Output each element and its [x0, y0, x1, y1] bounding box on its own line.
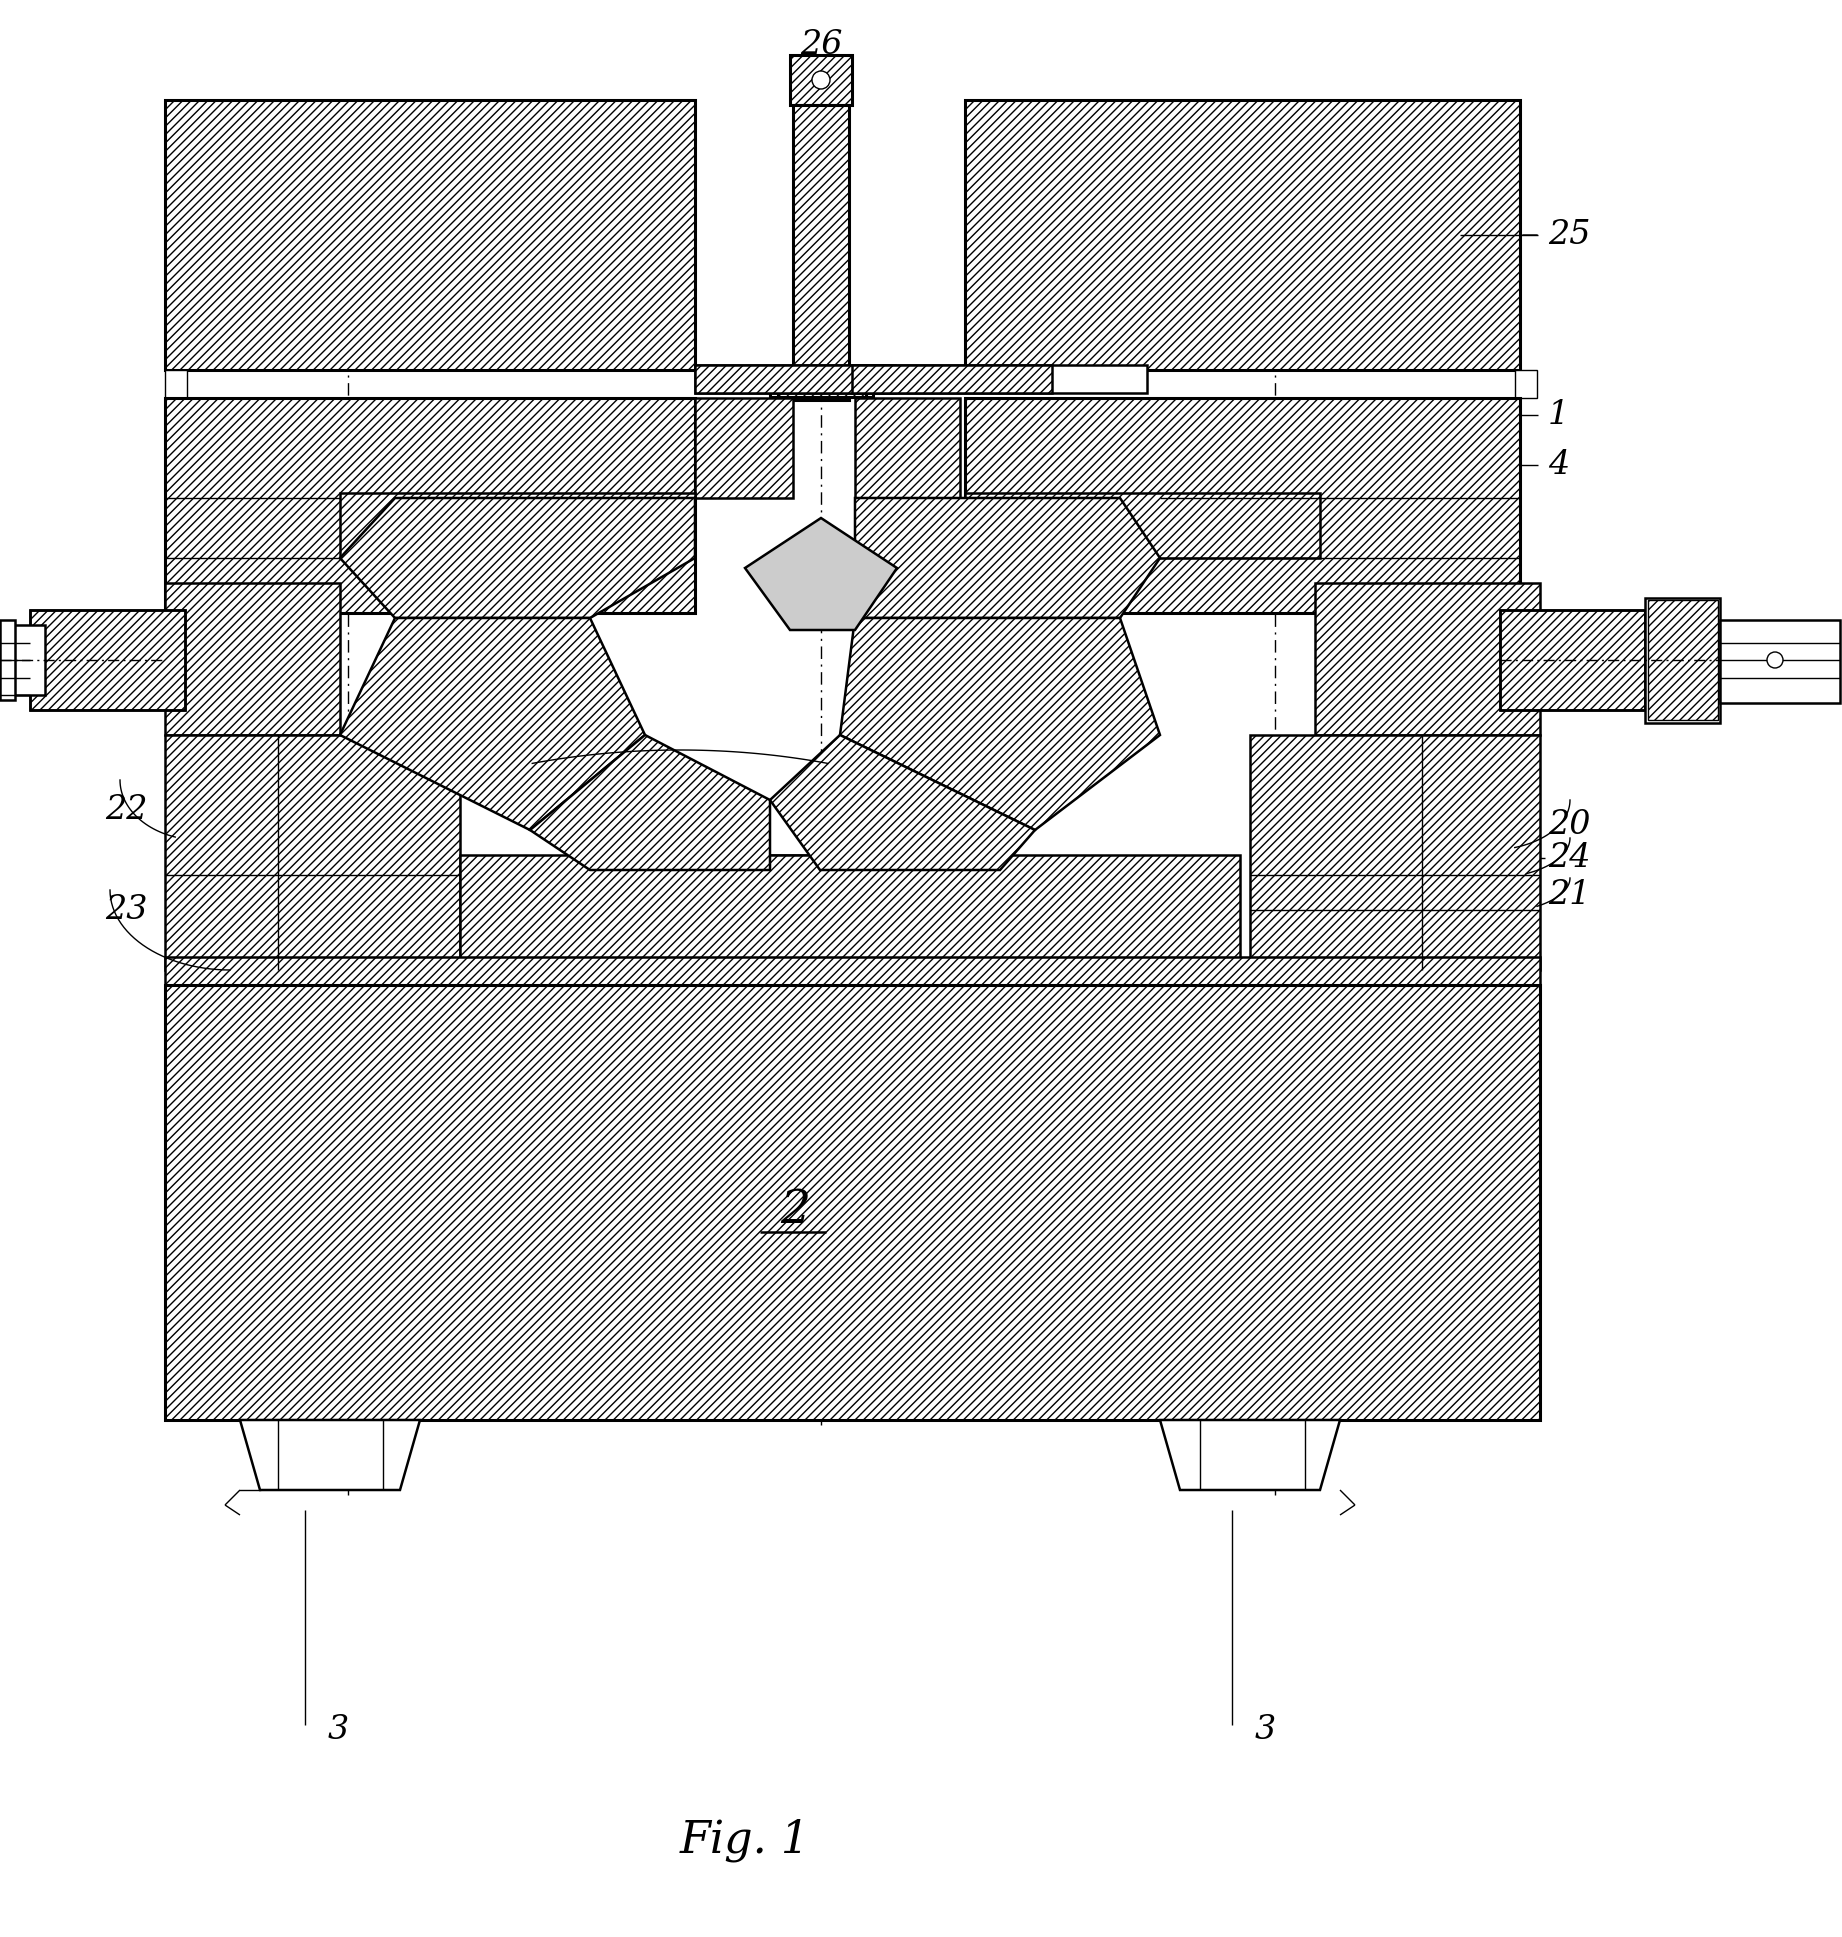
Bar: [1499, 610, 1645, 711]
Bar: [965, 101, 1520, 370]
Text: 23: 23: [105, 895, 147, 926]
Bar: [1514, 370, 1536, 397]
Text: 20: 20: [1547, 810, 1590, 841]
Bar: [341, 494, 694, 558]
Bar: [1499, 610, 1645, 711]
Polygon shape: [840, 618, 1160, 829]
Bar: [1251, 734, 1540, 970]
Polygon shape: [239, 1420, 420, 1490]
Bar: [1720, 620, 1840, 703]
Polygon shape: [770, 734, 1035, 870]
Circle shape: [1766, 653, 1783, 668]
Bar: [0, 620, 15, 699]
Text: 4: 4: [1547, 449, 1569, 480]
Polygon shape: [530, 734, 770, 870]
Text: 21: 21: [1547, 879, 1590, 910]
Bar: [1649, 600, 1719, 721]
Text: 3: 3: [1254, 1714, 1277, 1745]
Bar: [166, 101, 694, 370]
Bar: [29, 610, 184, 711]
Bar: [0, 626, 44, 695]
Bar: [794, 105, 849, 401]
Polygon shape: [341, 498, 694, 618]
Bar: [853, 364, 1052, 393]
Bar: [166, 583, 341, 734]
Bar: [965, 397, 1520, 612]
Bar: [166, 734, 460, 970]
Bar: [761, 854, 833, 926]
Bar: [694, 364, 1148, 393]
Text: 2: 2: [779, 1187, 810, 1232]
Bar: [166, 986, 1540, 1420]
Bar: [166, 370, 188, 397]
Bar: [694, 397, 794, 498]
Bar: [694, 364, 895, 393]
Text: 1: 1: [1547, 399, 1569, 432]
Polygon shape: [855, 498, 1160, 618]
Bar: [965, 494, 1321, 558]
Text: 22: 22: [105, 794, 147, 825]
Text: Fig. 1: Fig. 1: [680, 1819, 810, 1861]
Polygon shape: [744, 517, 897, 630]
Bar: [777, 376, 866, 397]
Bar: [29, 610, 184, 711]
Bar: [855, 397, 960, 498]
Text: 25: 25: [1547, 219, 1590, 252]
Polygon shape: [341, 618, 645, 829]
Bar: [1315, 583, 1540, 734]
Bar: [763, 856, 831, 924]
Text: 26: 26: [799, 29, 842, 60]
Text: 24: 24: [1547, 843, 1590, 874]
Bar: [790, 54, 853, 105]
Polygon shape: [1160, 1420, 1339, 1490]
Bar: [770, 376, 873, 397]
Text: 3: 3: [328, 1714, 348, 1745]
Bar: [166, 957, 1540, 986]
Circle shape: [812, 72, 831, 89]
Bar: [1645, 599, 1720, 723]
Bar: [460, 854, 1240, 970]
Bar: [166, 397, 694, 612]
